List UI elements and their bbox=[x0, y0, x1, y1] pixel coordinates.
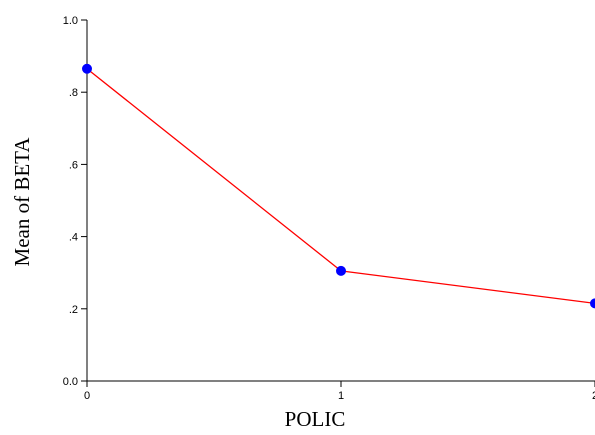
data-point bbox=[590, 298, 595, 309]
y-axis-title: Mean of BETA bbox=[10, 137, 34, 267]
series bbox=[82, 63, 595, 309]
y-tick-label: .4 bbox=[69, 232, 78, 244]
data-point bbox=[336, 265, 346, 276]
y-ticks: 0.0 .2 .4 .6 .8 1.0 bbox=[63, 15, 87, 388]
x-tick-label: 0 bbox=[84, 390, 90, 402]
x-tick-label: 1 bbox=[338, 390, 344, 402]
y-tick-label: 0.0 bbox=[63, 376, 78, 388]
x-axis-title: POLIC bbox=[285, 407, 346, 431]
y-tick-label: 1.0 bbox=[63, 15, 78, 27]
axes bbox=[86, 20, 595, 382]
y-tick-label: .8 bbox=[69, 87, 78, 99]
y-tick-label: .2 bbox=[69, 304, 78, 316]
data-point bbox=[82, 63, 92, 74]
x-ticks: 0 1 2 bbox=[84, 381, 595, 402]
y-tick-label: .6 bbox=[69, 159, 78, 171]
x-tick-label: 2 bbox=[592, 390, 595, 402]
